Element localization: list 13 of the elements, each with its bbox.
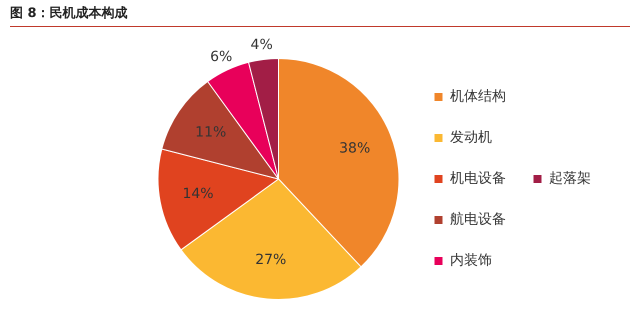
data-label: 4% xyxy=(250,37,273,54)
legend-label: 机电设备 xyxy=(450,170,506,187)
data-label: 6% xyxy=(210,48,232,65)
data-label: 11% xyxy=(195,124,226,141)
data-label: 14% xyxy=(182,186,214,202)
data-label: 27% xyxy=(255,252,286,268)
legend-label: 机体结构 xyxy=(450,88,506,105)
legend-label: 内装饰 xyxy=(450,252,492,269)
chart-title: 图 8：民机成本构成 xyxy=(10,4,630,27)
legend-label: 发动机 xyxy=(450,130,492,146)
legend-label: 航电设备 xyxy=(450,212,506,228)
data-label: 38% xyxy=(339,140,370,156)
legend-label: 起落架 xyxy=(549,170,591,187)
